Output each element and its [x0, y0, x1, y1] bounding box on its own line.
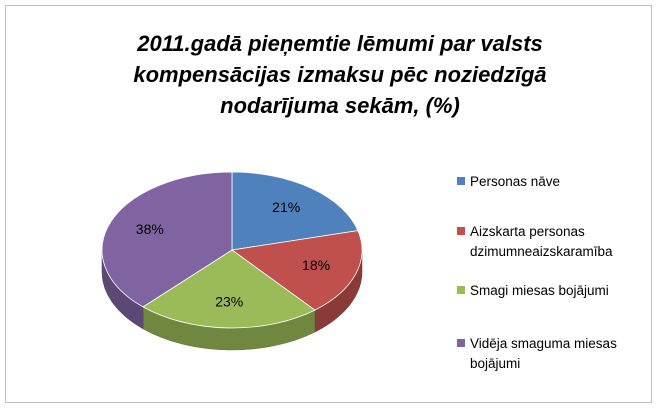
legend-entry: Smagi miesas bojājumi: [457, 281, 652, 301]
chart-frame: [5, 5, 652, 403]
data-label: 21%: [272, 199, 300, 215]
legend-swatch: [457, 227, 465, 235]
data-label: 38%: [136, 221, 164, 237]
legend-swatch: [457, 339, 465, 347]
data-label: 23%: [215, 294, 243, 310]
legend-swatch: [457, 286, 465, 294]
legend-entry: Vidēja smaguma miesas bojājumi: [457, 334, 652, 374]
legend-entry: Personas nāve: [457, 172, 652, 192]
slice: [231, 171, 359, 251]
slice: [230, 230, 363, 311]
legend-swatch: [457, 177, 465, 185]
data-label: 18%: [302, 257, 330, 273]
legend-label: Aizskarta personas dzimumneaizskaramība: [470, 224, 613, 259]
legend-label: Personas nāve: [470, 174, 561, 189]
legend-label: Vidēja smaguma miesas bojājumi: [470, 336, 617, 371]
chart-title: 2011.gadā pieņemtie lēmumi par valsts ko…: [133, 31, 547, 118]
legend-label: Smagi miesas bojājumi: [470, 283, 609, 298]
legend-entry: Aizskarta personas dzimumneaizskaramība: [457, 222, 652, 262]
slice: [101, 171, 233, 308]
slice: [142, 249, 316, 329]
